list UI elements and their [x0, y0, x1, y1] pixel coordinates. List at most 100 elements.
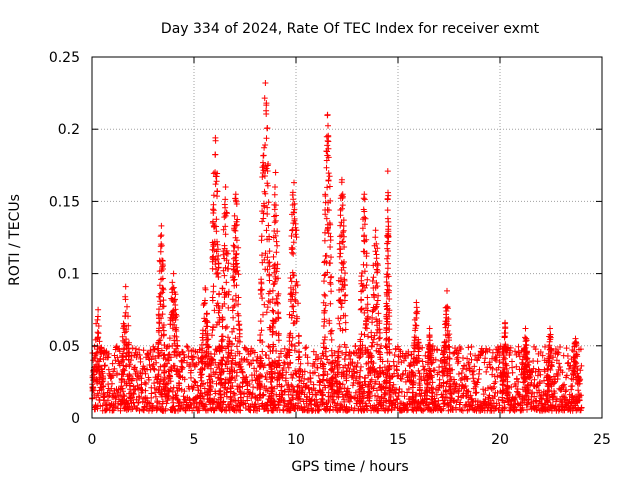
data-point	[354, 360, 361, 366]
data-point	[206, 376, 213, 383]
data-point	[295, 333, 302, 340]
data-point	[342, 326, 349, 333]
data-point	[220, 226, 227, 233]
y-axis-label: ROTI / TECUs	[7, 194, 23, 286]
data-point	[156, 306, 162, 313]
data-point	[219, 285, 226, 292]
data-point	[462, 383, 469, 389]
data-point	[199, 327, 206, 334]
data-point	[513, 375, 520, 382]
data-point	[156, 282, 163, 289]
data-point	[119, 352, 126, 359]
data-point	[260, 311, 266, 318]
data-point	[534, 358, 541, 365]
data-point	[228, 341, 235, 348]
data-point	[451, 376, 457, 383]
data-point	[393, 386, 400, 393]
data-point	[168, 295, 175, 302]
data-point	[263, 352, 270, 358]
data-point	[384, 358, 391, 365]
data-point	[204, 330, 211, 337]
data-point	[273, 238, 280, 245]
data-point	[233, 218, 240, 225]
data-point	[264, 204, 271, 211]
data-point	[493, 354, 500, 361]
data-point	[289, 303, 296, 310]
data-point	[95, 334, 102, 341]
data-point	[100, 394, 107, 401]
data-point	[218, 360, 225, 367]
data-point	[236, 327, 243, 334]
data-point	[217, 399, 224, 406]
data-point	[560, 393, 567, 400]
data-point	[214, 188, 221, 195]
data-point	[218, 333, 225, 340]
x-tick-label: 5	[190, 432, 199, 448]
data-point	[233, 373, 240, 379]
y-tick-labels: 0 0.05 0.1 0.15 0.2 0.25	[49, 50, 80, 427]
data-point	[199, 334, 206, 341]
data-point	[190, 384, 197, 391]
data-point	[155, 371, 162, 378]
data-point	[97, 349, 104, 356]
data-point	[216, 402, 223, 409]
data-point	[281, 388, 288, 395]
data-point	[458, 370, 465, 376]
data-point	[470, 375, 477, 382]
data-point	[539, 352, 546, 359]
data-point	[221, 201, 228, 208]
data-point	[444, 303, 451, 310]
data-point	[281, 360, 288, 367]
y-tick-label: 0.05	[49, 339, 80, 355]
data-point	[148, 390, 155, 397]
data-point	[138, 386, 145, 393]
data-point	[161, 376, 168, 383]
data-point	[398, 376, 405, 382]
data-point	[196, 407, 203, 414]
data-point	[327, 281, 334, 288]
data-point	[156, 268, 163, 275]
data-point	[281, 359, 287, 366]
data-point	[522, 325, 529, 332]
data-point	[328, 336, 335, 343]
data-point	[452, 404, 459, 411]
data-point	[273, 249, 280, 256]
data-point	[538, 400, 545, 407]
data-point	[127, 394, 134, 401]
data-point	[232, 352, 239, 359]
data-point	[231, 266, 238, 272]
data-point	[261, 203, 268, 210]
data-point	[468, 343, 475, 350]
data-point	[325, 138, 332, 145]
data-point	[209, 332, 215, 339]
data-point	[210, 288, 217, 295]
data-point	[172, 326, 179, 333]
data-point	[311, 369, 318, 376]
data-point	[129, 345, 136, 352]
data-point	[98, 386, 105, 393]
data-point	[493, 357, 499, 364]
data-point	[261, 144, 268, 151]
data-point	[320, 352, 327, 359]
data-point	[272, 184, 278, 190]
data-point	[136, 394, 143, 401]
data-point	[314, 402, 321, 409]
data-point	[259, 252, 265, 259]
data-point	[426, 325, 433, 332]
data-point	[205, 336, 212, 343]
data-point	[244, 397, 251, 404]
data-point	[373, 266, 380, 273]
data-point	[262, 250, 269, 257]
data-point	[174, 337, 181, 344]
data-point	[224, 386, 231, 393]
data-point	[322, 292, 329, 299]
data-point	[179, 349, 186, 356]
data-point	[289, 383, 296, 390]
data-point	[221, 255, 228, 262]
data-point	[553, 398, 559, 405]
data-point	[221, 214, 228, 221]
data-point	[158, 232, 165, 239]
data-point	[288, 278, 295, 285]
data-point	[155, 345, 162, 352]
data-point	[260, 152, 267, 159]
